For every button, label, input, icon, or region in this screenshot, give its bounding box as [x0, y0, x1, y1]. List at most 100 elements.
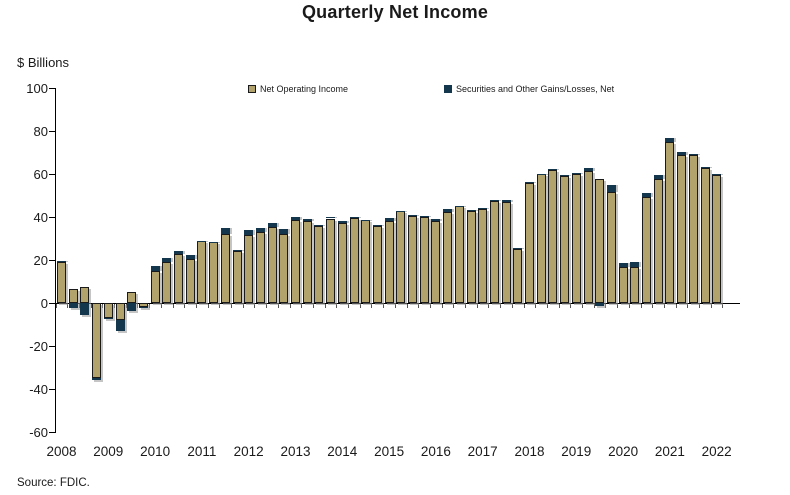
- bar-securities-gains-losses: [688, 153, 698, 155]
- x-tick-mark: [125, 304, 127, 308]
- chart-title: Quarterly Net Income: [301, 2, 489, 22]
- bar-securities-gains-losses: [127, 303, 137, 311]
- bar-securities-gains-losses: [185, 255, 195, 259]
- y-tick-label: 20: [33, 253, 48, 268]
- y-tick-mark: [49, 303, 55, 304]
- y-tick-mark: [49, 389, 55, 390]
- bar-net-operating-income: [396, 211, 406, 303]
- y-tick-label: -60: [29, 425, 48, 440]
- x-tick-mark: [207, 304, 209, 308]
- year-label: 2012: [233, 444, 264, 459]
- bar-net-operating-income: [501, 202, 511, 303]
- bar-net-operating-income: [162, 261, 172, 303]
- year-label: 2022: [701, 444, 732, 459]
- year-label: 2009: [93, 444, 124, 459]
- bar-net-operating-income: [138, 303, 148, 308]
- bar-securities-gains-losses: [618, 263, 628, 268]
- x-tick-mark: [663, 304, 665, 308]
- x-tick-mark: [301, 304, 303, 308]
- bar-net-operating-income: [688, 154, 698, 303]
- x-tick-mark: [710, 304, 712, 308]
- zero-axis-line: [55, 303, 740, 304]
- bar-net-operating-income: [525, 183, 534, 303]
- bar-securities-gains-losses: [220, 228, 230, 234]
- x-tick-mark: [511, 304, 513, 308]
- x-tick-mark: [418, 304, 420, 308]
- x-tick-mark: [687, 304, 689, 308]
- bar-net-operating-income: [209, 242, 219, 303]
- bar-securities-gains-losses: [209, 241, 219, 243]
- x-tick-mark: [383, 304, 385, 308]
- y-tick-label: 100: [26, 81, 48, 96]
- x-tick-mark: [570, 304, 572, 308]
- bar-securities-gains-losses: [361, 219, 371, 221]
- bar-net-operating-income: [150, 270, 160, 303]
- bar-net-operating-income: [677, 155, 687, 303]
- bar-securities-gains-losses: [349, 217, 359, 218]
- bar-securities-gains-losses: [57, 261, 66, 263]
- x-tick-mark: [277, 304, 279, 308]
- x-tick-mark: [523, 304, 525, 308]
- bar-net-operating-income: [536, 174, 546, 303]
- bar-securities-gains-losses: [583, 168, 593, 172]
- x-tick-mark: [219, 304, 221, 308]
- bar-securities-gains-losses: [595, 303, 605, 307]
- bar-securities-gains-losses: [267, 222, 277, 228]
- bar-securities-gains-losses: [408, 215, 417, 217]
- bar-securities-gains-losses: [174, 250, 183, 255]
- bar-securities-gains-losses: [337, 220, 347, 224]
- bar-securities-gains-losses: [150, 266, 160, 271]
- x-tick-mark: [289, 304, 291, 308]
- x-tick-mark: [406, 304, 408, 308]
- bar-net-operating-income: [571, 174, 581, 303]
- bar-securities-gains-losses: [197, 240, 207, 242]
- year-label: 2014: [327, 444, 358, 459]
- y-tick-label: -40: [29, 382, 48, 397]
- bar-securities-gains-losses: [489, 200, 499, 201]
- bar-securities-gains-losses: [326, 217, 336, 219]
- bar-net-operating-income: [700, 167, 710, 303]
- year-label: 2019: [561, 444, 592, 459]
- x-tick-mark: [500, 304, 502, 308]
- x-tick-mark: [149, 304, 151, 308]
- bar-net-operating-income: [665, 142, 675, 303]
- y-tick-mark: [49, 217, 55, 218]
- y-tick-label: 60: [33, 167, 48, 182]
- bar-net-operating-income: [244, 234, 254, 303]
- x-tick-mark: [254, 304, 256, 308]
- x-tick-mark: [67, 304, 69, 308]
- bar-securities-gains-losses: [291, 217, 300, 221]
- source-note: Source: FDIC.: [17, 477, 90, 489]
- year-label: 2016: [420, 444, 451, 459]
- year-label: 2017: [467, 444, 498, 459]
- y-axis-line: [55, 88, 56, 433]
- bar-securities-gains-losses: [606, 184, 616, 192]
- bar-net-operating-income: [92, 303, 102, 379]
- x-tick-mark: [453, 304, 455, 308]
- x-tick-mark: [441, 304, 443, 308]
- bar-net-operating-income: [291, 220, 300, 303]
- bar-net-operating-income: [642, 197, 651, 303]
- bar-net-operating-income: [57, 262, 66, 303]
- x-tick-mark: [137, 304, 139, 308]
- bar-net-operating-income: [103, 303, 113, 319]
- bar-net-operating-income: [302, 221, 312, 303]
- bar-securities-gains-losses: [571, 172, 581, 174]
- bar-securities-gains-losses: [431, 218, 441, 222]
- net-operating-income-swatch-icon: [248, 85, 256, 93]
- y-tick-mark: [49, 432, 55, 433]
- bar-securities-gains-losses: [162, 257, 172, 262]
- x-tick-mark: [102, 304, 104, 308]
- bar-securities-gains-losses: [642, 192, 651, 197]
- x-tick-mark: [90, 304, 92, 308]
- x-tick-mark: [324, 304, 326, 308]
- x-tick-mark: [172, 304, 174, 308]
- legend-item-net-operating-income: Net Operating Income: [248, 84, 348, 94]
- x-tick-mark: [652, 304, 654, 308]
- bar-net-operating-income: [361, 220, 371, 303]
- bar-securities-gains-losses: [525, 182, 534, 184]
- x-tick-mark: [476, 304, 478, 308]
- y-tick-mark: [49, 131, 55, 132]
- bar-net-operating-income: [443, 211, 453, 303]
- bar-net-operating-income: [630, 266, 640, 303]
